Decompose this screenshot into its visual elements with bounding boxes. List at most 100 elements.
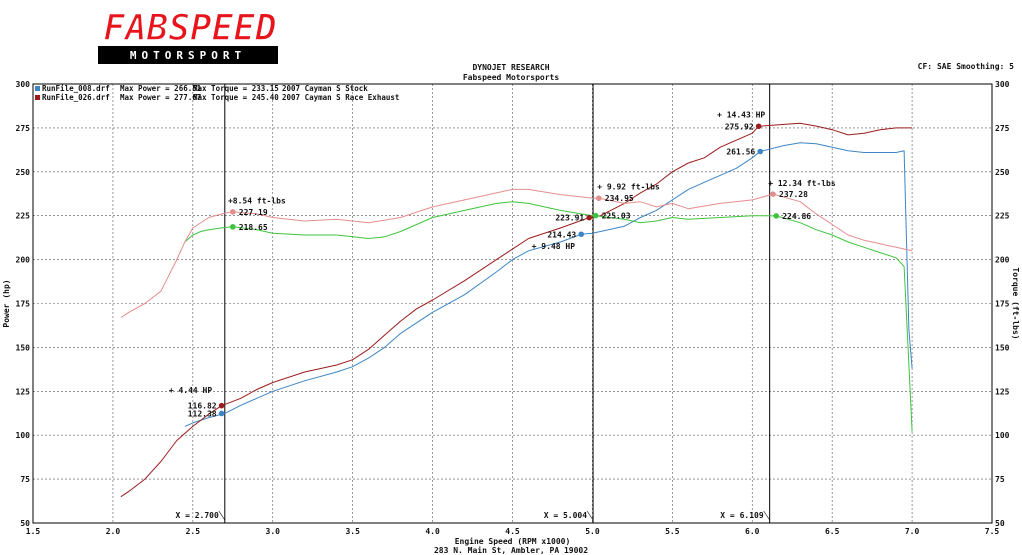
y-tick-label: 275 xyxy=(16,124,31,133)
legend-desc: 2007 Cayman S Stock xyxy=(282,84,368,93)
legend-torque: Max Torque = 245.40 xyxy=(193,93,279,102)
logo-main-text: FABSPEED xyxy=(103,8,276,49)
marker-label: 227.19 xyxy=(239,208,268,217)
y-tick-label: 100 xyxy=(16,431,31,440)
x-tick-label: 6.5 xyxy=(825,527,840,536)
data-marker xyxy=(229,209,236,215)
shop-title: Fabspeed Motorsports xyxy=(462,73,560,82)
data-marker xyxy=(586,214,593,221)
x-tick-label: 7.0 xyxy=(905,527,920,536)
y2-tick-label: 125 xyxy=(995,387,1010,396)
y2-tick-label: 225 xyxy=(995,212,1010,221)
axis-layer: 1.5 2.0 2.5 3.0 3.5 4.0 4.5 5.0 5.5 6.0 6.5 7.0 7.5 3… xyxy=(2,80,1020,546)
legend-desc: 2007 Cayman S Race Exhaust xyxy=(282,93,399,102)
y2-tick-label: 275 xyxy=(995,124,1010,133)
footer-address: 283 N. Main St, Ambler, PA 19002 xyxy=(433,546,589,555)
legend-swatch xyxy=(35,95,40,100)
legend-file: RunFile_008.drf xyxy=(42,84,110,93)
data-marker xyxy=(596,195,602,202)
marker-label: 261.56 xyxy=(726,148,755,157)
series-layer xyxy=(120,122,913,498)
y2-tick-label: 250 xyxy=(995,168,1010,177)
y-tick-label: 250 xyxy=(16,168,31,177)
series-line-2 xyxy=(184,201,913,432)
company-title: DYNOJET RESEARCH xyxy=(472,63,550,72)
marker-label: 225.03 xyxy=(602,212,631,221)
delta-annotation: + 12.34 ft-lbs xyxy=(768,179,836,188)
marker-label: 112.38 xyxy=(188,409,217,418)
x-tick-label: 5.5 xyxy=(665,527,680,536)
x-axis-title: Engine Speed (RPM x1000) xyxy=(455,536,571,546)
data-marker xyxy=(592,212,599,219)
x-tick-label: 2.5 xyxy=(186,527,201,536)
y2-tick-label: 300 xyxy=(995,80,1010,89)
y-tick-label: 50 xyxy=(20,519,30,528)
marker-label: 237.28 xyxy=(779,190,808,199)
grid-layer xyxy=(33,84,992,523)
x-tick-label: 4.5 xyxy=(505,527,520,536)
data-marker xyxy=(578,231,585,238)
x-tick-label: 4.0 xyxy=(425,527,440,536)
data-marker xyxy=(770,191,776,197)
x-tick-label: 5.0 xyxy=(585,527,600,536)
x-tick-label: 7.5 xyxy=(985,527,1000,536)
y-axis-title: Power (hp) xyxy=(2,279,11,327)
y2-axis-title: Torque (ft-lbs) xyxy=(1011,267,1020,339)
cursor-label: X = 2.700 xyxy=(175,511,219,520)
y2-tick-label: 200 xyxy=(995,256,1010,265)
delta-annotation: +8.54 ft-lbs xyxy=(228,196,286,205)
data-marker xyxy=(218,410,225,417)
data-marker xyxy=(773,213,780,219)
annotation-layer: + 4.44 HP +8.54 ft-lbs + 9.92 ft-lbs + 9.48… xyxy=(169,110,836,395)
data-marker xyxy=(229,224,236,230)
delta-annotation: + 9.92 ft-lbs xyxy=(597,182,660,191)
marker-label: 218.65 xyxy=(239,223,268,232)
y2-tick-label: 50 xyxy=(995,519,1005,528)
y-tick-label: 75 xyxy=(20,475,30,484)
data-marker xyxy=(755,123,762,130)
marker-label: 224.86 xyxy=(782,212,811,221)
delta-annotation: + 9.48 HP xyxy=(532,242,576,251)
y-tick-label: 300 xyxy=(16,80,31,89)
data-marker xyxy=(218,402,225,409)
x-tick-label: 3.0 xyxy=(266,527,281,536)
y2-tick-label: 175 xyxy=(995,300,1010,309)
marker-label: 234.95 xyxy=(605,194,634,203)
cursor-label: X = 6.109 xyxy=(720,511,764,520)
y-tick-label: 175 xyxy=(16,300,31,309)
dyno-settings: CF: SAE Smoothing: 5 xyxy=(917,62,1014,71)
cursor-pointer xyxy=(218,510,226,521)
legend-power: Max Power = 277.67 xyxy=(120,93,201,102)
x-tick-label: 3.5 xyxy=(345,527,360,536)
logo-sub-band xyxy=(98,46,278,64)
legend-torque: Max Torque = 233.15 xyxy=(193,84,279,93)
series-line-1 xyxy=(120,122,913,498)
legend-swatch xyxy=(35,86,40,91)
y2-tick-label: 150 xyxy=(995,343,1010,352)
y2-tick-label: 75 xyxy=(995,475,1005,484)
delta-annotation: + 14.43 HP xyxy=(717,110,765,119)
y-tick-label: 125 xyxy=(16,387,31,396)
delta-annotation: + 4.44 HP xyxy=(169,386,213,395)
marker-label: 223.91 xyxy=(555,214,584,223)
x-tick-label: 2.0 xyxy=(106,527,121,536)
cursor-pointer xyxy=(586,510,594,521)
x-tick-label: 1.5 xyxy=(26,527,41,536)
legend-file: RunFile_026.drf xyxy=(42,93,110,102)
plot-frame xyxy=(32,83,993,524)
y-tick-label: 150 xyxy=(16,343,31,352)
legend-power: Max Power = 266.51 xyxy=(120,84,202,93)
series-line-0 xyxy=(184,142,913,427)
x-tick-label: 6.0 xyxy=(745,527,760,536)
y-tick-label: 200 xyxy=(16,256,31,265)
logo-sub-text: MOTORSPORT xyxy=(130,49,246,62)
y-tick-label: 225 xyxy=(16,212,31,221)
data-marker xyxy=(757,148,764,155)
marker-label: 275.92 xyxy=(725,122,754,131)
cursor-layer: X = 2.700 X = 5.004 X = 6.109 xyxy=(175,84,771,523)
marker-label: 214.43 xyxy=(547,230,576,239)
cursor-label: X = 5.004 xyxy=(544,511,588,520)
